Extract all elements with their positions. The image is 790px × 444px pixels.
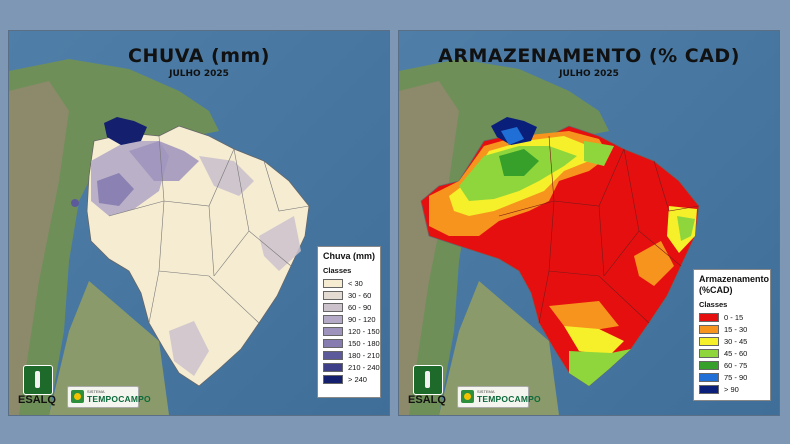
legend-item: 180 - 210 [318,349,380,361]
legend-swatch [699,312,719,322]
storage-band-south-green [569,349,631,386]
legend-swatch [699,336,719,346]
storage-map [399,31,779,415]
legend-title: Chuva (mm) [323,251,376,261]
rain-zone-north-central [129,141,199,181]
rain-zone-south [169,321,209,376]
rain-legend: Chuva (mm) Classes < 30 30 - 60 60 - 90 … [317,246,381,398]
legend-swatch [323,302,343,312]
legend-item: 0 - 15 [694,311,770,323]
legend-item: 210 - 240 [318,361,380,373]
legend-swatch [323,278,343,288]
map-subtitle: JULHO 2025 [169,69,229,79]
legend-swatch [323,362,343,372]
legend-item: < 30 [318,277,380,289]
storage-band-blue [501,127,524,145]
legend-item: > 240 [318,373,380,385]
legend-swatch [699,384,719,394]
storage-band-east-orange [634,241,674,286]
legend-item: 90 - 120 [318,313,380,325]
legend-swatch [323,374,343,384]
legend-swatch [323,290,343,300]
legend-swatch [323,338,343,348]
legend-swatch [323,350,343,360]
legend-swatch [323,314,343,324]
rain-zone-west [97,173,134,206]
rain-zone-coast [259,216,301,271]
legend-item: 45 - 60 [694,347,770,359]
legend-swatch [699,324,719,334]
legend-item: 60 - 90 [318,301,380,313]
esalq-logo: ESALQ [17,363,57,409]
storage-band-coast-green [677,216,695,241]
map-title: CHUVA (mm) [128,45,270,67]
tempocampo-icon [71,390,84,403]
southern-terrain [439,281,559,415]
tempocampo-logo: SISTEMA TEMPOCAMPO [67,386,151,408]
legend-item: 120 - 150 [318,325,380,337]
storage-legend: Armazenamento (%CAD) Classes 0 - 15 15 -… [693,269,771,401]
rain-hotspot [71,199,79,207]
esalq-logo: ESALQ [407,363,447,409]
map-subtitle: JULHO 2025 [559,69,619,79]
mountain-terrain [399,81,459,415]
storage-band-green [499,149,539,176]
legend-item: 30 - 45 [694,335,770,347]
storage-map-panel: ARMAZENAMENTO (% CAD) JULHO 2025 Armazen… [398,30,780,416]
legend-item: 75 - 90 [694,371,770,383]
state-borders [498,135,700,324]
storage-band-northeast-green [584,141,614,166]
legend-swatch [323,326,343,336]
legend-item: 30 - 60 [318,289,380,301]
legend-item: 150 - 180 [318,337,380,349]
mountain-terrain [9,81,69,415]
legend-item: 60 - 75 [694,359,770,371]
legend-swatch [699,360,719,370]
southern-terrain [49,281,169,415]
legend-classes-label: Classes [323,266,352,275]
tempocampo-icon [461,390,474,403]
tempocampo-logo: SISTEMA TEMPOCAMPO [457,386,541,408]
rain-zone-max [104,117,147,145]
storage-band-southeast-orange [549,301,619,331]
legend-swatch [699,348,719,358]
legend-item: > 90 [694,383,770,395]
legend-swatch [699,372,719,382]
state-borders [108,135,310,324]
rain-map-panel: CHUVA (mm) JULHO 2025 Chuva (mm) Classes… [8,30,390,416]
legend-item: 15 - 30 [694,323,770,335]
map-title: ARMAZENAMENTO (% CAD) [438,45,740,67]
legend-classes-label: Classes [699,300,728,309]
esalq-shield-icon [413,365,443,395]
storage-band-south-yellow [564,326,624,356]
rain-zone-northeast [199,156,254,196]
esalq-shield-icon [23,365,53,395]
legend-title: Armazenamento (%CAD) [699,274,770,295]
rain-map [9,31,389,415]
